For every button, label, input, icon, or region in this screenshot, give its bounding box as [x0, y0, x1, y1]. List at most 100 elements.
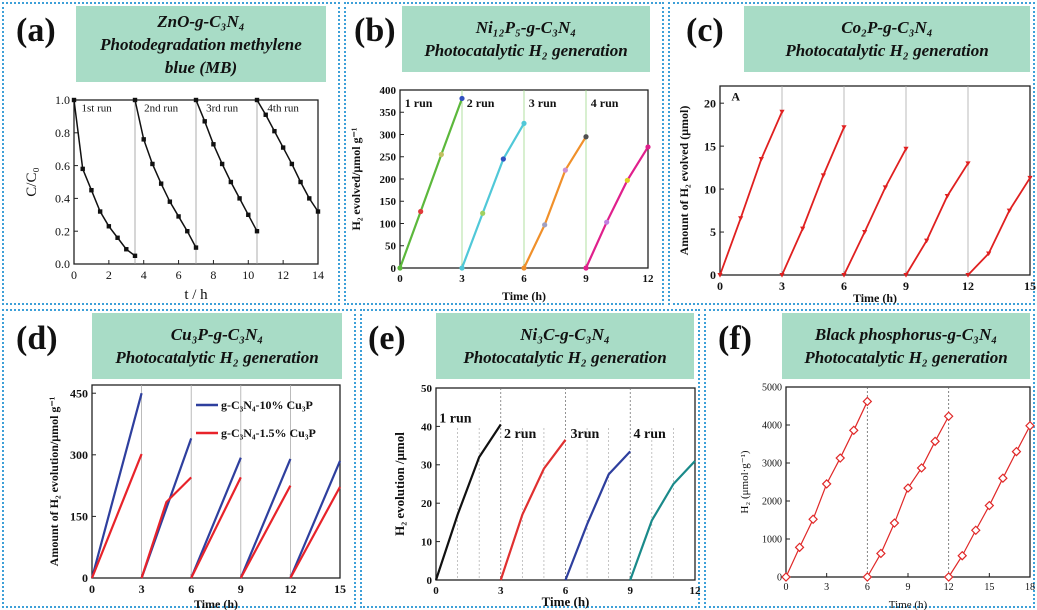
title-line: Photocatalytic H₂ generation	[115, 348, 319, 367]
x-axis-label: Time (h)	[853, 291, 897, 305]
title-line: ZnO-g-C₃N₄	[157, 11, 245, 31]
x-tick-label: 3	[824, 582, 829, 593]
data-point	[562, 167, 568, 173]
data-point	[986, 251, 992, 257]
data-point	[219, 161, 225, 167]
y-axis-label: H₂ (μmol·g⁻¹)	[739, 450, 751, 513]
run-annotation: 2 run	[467, 96, 495, 110]
data-point	[141, 137, 146, 142]
y-tick-label: 15	[704, 139, 716, 153]
data-point	[176, 214, 181, 219]
data-point	[583, 134, 589, 140]
y-tick-label: 0	[82, 571, 88, 585]
data-point	[903, 273, 909, 278]
data-point	[418, 208, 424, 215]
y-tick-label: 40	[421, 421, 433, 433]
cu3p-series-line	[140, 476, 192, 579]
cu3p-series-line	[239, 458, 292, 579]
data-point	[604, 219, 610, 225]
x-tick-label: 6	[563, 585, 569, 597]
x-axis-label: Time (h)	[194, 597, 238, 610]
x-axis-label: Time (h)	[502, 289, 546, 303]
x-tick-label: 15	[334, 582, 346, 596]
data-point	[998, 473, 1008, 484]
data-point	[228, 179, 234, 185]
y-tick-label: 0	[391, 263, 397, 275]
cu3p-series-line	[190, 476, 242, 579]
data-point	[930, 436, 940, 447]
panel-label-d: (d)	[16, 320, 58, 357]
data-point	[965, 161, 971, 166]
h2-evolution-line	[629, 460, 696, 581]
panel-a	[2, 2, 340, 305]
data-point	[71, 97, 77, 103]
x-tick-label: 12	[962, 279, 974, 293]
data-point	[924, 238, 930, 244]
y-tick-label: 10	[421, 536, 433, 548]
data-point	[841, 125, 847, 130]
data-point	[1006, 208, 1012, 214]
data-point	[779, 109, 785, 115]
x-axis-label: t / h	[184, 287, 208, 303]
x-tick-label: 9	[238, 582, 244, 596]
x-tick-label: 14	[312, 268, 324, 282]
title-line: Ni₁₂P₅-g-C₃N₄	[475, 18, 577, 37]
data-point	[80, 166, 85, 172]
y-tick-label: 50	[421, 383, 433, 395]
x-tick-label: 8	[210, 268, 216, 282]
run-annotation: 3rd run	[206, 102, 239, 114]
x-tick-label: 6	[176, 268, 182, 282]
title-line: Photocatalytic H₂ generation	[785, 41, 989, 60]
panel-annotation: A	[731, 90, 740, 104]
data-point	[500, 156, 506, 162]
degradation-line	[195, 99, 258, 232]
run-annotation: 1 run	[439, 412, 472, 427]
panel-e	[360, 309, 700, 608]
data-point	[132, 253, 138, 258]
data-point	[542, 222, 548, 228]
x-tick-label: 9	[628, 585, 634, 597]
y-tick-label: 450	[70, 386, 88, 400]
run-annotation: 3run	[571, 427, 600, 442]
panel-a-title: ZnO-g-C₃N₄ Photodegradation methylene bl…	[76, 6, 326, 82]
h2-evolution-line	[499, 439, 567, 581]
data-point	[132, 97, 138, 103]
y-tick-label: 0.2	[55, 224, 70, 238]
y-tick-label: 0	[710, 268, 716, 282]
data-point	[970, 525, 981, 536]
y-tick-label: 30	[421, 460, 433, 472]
panel-label-b: (b)	[354, 12, 396, 49]
run-annotation: 4 run	[591, 96, 619, 110]
data-point	[185, 229, 190, 234]
y-tick-label: 4000	[762, 421, 782, 432]
data-point	[254, 97, 260, 103]
data-point	[841, 273, 847, 278]
data-point	[848, 425, 859, 436]
data-point	[889, 518, 900, 528]
y-tick-label: 200	[380, 174, 397, 186]
title-line: Photocatalytic H₂ generation	[804, 348, 1008, 367]
data-point	[459, 95, 465, 102]
y-tick-label: 10	[704, 182, 716, 196]
run-annotation: 2 run	[504, 427, 537, 442]
y-tick-label: 0	[777, 573, 782, 584]
data-point	[438, 151, 444, 158]
plot-frame	[785, 386, 1031, 578]
data-point	[835, 453, 846, 463]
title-line: Photocatalytic H₂ generation	[463, 348, 667, 367]
data-point	[984, 500, 995, 511]
y-axis-label: Amount of H₂ evolution/μmol g⁻¹	[47, 396, 61, 566]
x-tick-label: 18	[1025, 582, 1035, 593]
y-tick-label: 3000	[762, 459, 782, 470]
y-tick-label: 300	[380, 129, 397, 141]
data-point	[943, 411, 954, 422]
data-point	[808, 514, 818, 525]
legend-label: g-C₃N₄-10% Cu₃P	[221, 398, 313, 412]
x-tick-label: 12	[284, 582, 296, 596]
y-tick-label: 0	[427, 575, 433, 587]
cu3p-series-line	[90, 453, 143, 579]
data-point	[298, 179, 303, 185]
run-annotation: 1st run	[82, 102, 113, 114]
